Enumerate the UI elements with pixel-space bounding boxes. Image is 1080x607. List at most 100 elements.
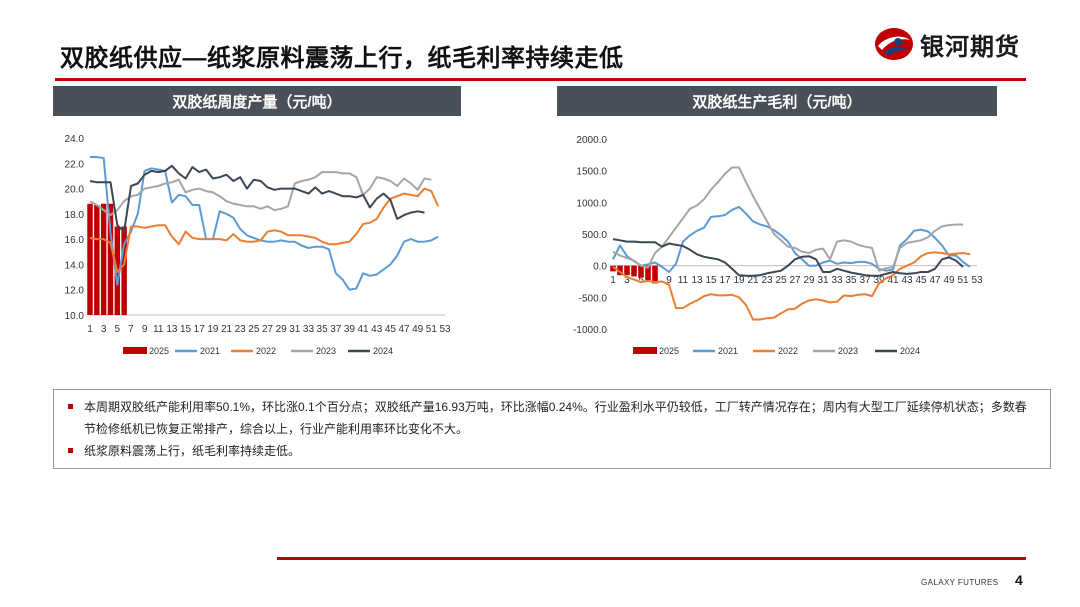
- x-tick-label: 53: [971, 275, 983, 286]
- bar-2025: [645, 265, 651, 281]
- x-tick-label: 15: [705, 275, 717, 286]
- series-line-2022: [89, 187, 440, 273]
- legend-label-2023: 2023: [838, 346, 858, 356]
- x-tick-label: 21: [221, 324, 233, 335]
- y-tick-label: 1500.0: [576, 167, 607, 178]
- series-line-2022: [612, 251, 971, 321]
- x-tick-label: 49: [412, 324, 424, 335]
- x-tick-label: 17: [719, 275, 731, 286]
- y-tick-label: 1000.0: [576, 198, 607, 209]
- bar-2025: [638, 265, 644, 278]
- x-tick-label: 43: [371, 324, 383, 335]
- x-tick-label: 51: [957, 275, 969, 286]
- x-tick-label: 3: [101, 324, 107, 335]
- x-tick-label: 27: [789, 275, 801, 286]
- bar-2025: [107, 203, 114, 315]
- x-tick-label: 37: [330, 324, 342, 335]
- legend-label-2023: 2023: [316, 346, 336, 356]
- x-tick-label: 41: [358, 324, 370, 335]
- x-tick-label: 23: [761, 275, 773, 286]
- y-tick-label: 18.0: [65, 210, 85, 221]
- x-tick-label: 9: [142, 324, 148, 335]
- x-tick-label: 51: [426, 324, 438, 335]
- x-tick-label: 33: [831, 275, 843, 286]
- y-tick-label: 10.0: [65, 311, 85, 322]
- x-tick-label: 7: [128, 324, 134, 335]
- logo-text: 银河期货: [920, 33, 1020, 61]
- x-tick-label: 37: [859, 275, 871, 286]
- x-tick-label: 27: [262, 324, 274, 335]
- y-tick-label: 500.0: [582, 230, 607, 241]
- x-tick-label: 29: [276, 324, 288, 335]
- x-tick-label: 3: [624, 275, 630, 286]
- legend-swatch-2025: [123, 347, 147, 354]
- chart-weekly-output-svg: 24.022.020.018.016.014.012.010.01 3 5 7 9 11 1…: [65, 134, 451, 356]
- galaxy-logo-icon: [875, 28, 913, 60]
- x-tick-label: 49: [943, 275, 955, 286]
- x-tick-label: 11: [153, 324, 164, 335]
- x-tick-label: 19: [207, 324, 219, 335]
- y-tick-label: 16.0: [65, 235, 85, 246]
- x-tick-label: 19: [733, 275, 745, 286]
- y-tick-label: 22.0: [65, 159, 85, 170]
- x-tick-label: 31: [289, 324, 301, 335]
- x-tick-label: 35: [317, 324, 329, 335]
- x-tick-label: 23: [235, 324, 247, 335]
- legend-label-2022: 2022: [778, 346, 798, 356]
- legend-label-2025: 2025: [659, 346, 679, 356]
- x-tick-label: 43: [901, 275, 913, 286]
- series-line-2024: [612, 238, 964, 277]
- y-tick-label: -500.0: [579, 293, 608, 304]
- chart-weekly-output: 24.0 22.0 20.0 18.0 16.0 14.0 12.0 10.0 1 3 5 7 9 11 1…: [53, 124, 463, 369]
- bar-2025: [610, 265, 616, 272]
- series-line-2023: [89, 171, 432, 217]
- x-tick-label: 41: [887, 275, 899, 286]
- x-tick-label: 13: [166, 324, 178, 335]
- bar-2025: [94, 205, 100, 315]
- x-tick-label: 17: [194, 324, 206, 335]
- x-tick-label: 13: [691, 275, 703, 286]
- commentary-box: 本周期双胶纸产能利用率50.1%，环比涨0.1个百分点；双胶纸产量16.93万吨…: [53, 389, 1051, 469]
- bar-2025: [87, 203, 93, 315]
- x-tick-label: 9: [666, 275, 672, 286]
- y-tick-label: 20.0: [65, 185, 85, 196]
- y-tick-label: 2000.0: [576, 135, 607, 146]
- y-tick-label: 12.0: [65, 286, 85, 297]
- x-tick-label: 1: [87, 324, 93, 335]
- x-tick-label: 5: [115, 324, 121, 335]
- x-tick-label: 11: [678, 275, 689, 286]
- series-line-2024: [89, 164, 425, 233]
- y-tick-label: -1000.0: [573, 325, 607, 336]
- legend-label-2021: 2021: [718, 346, 738, 356]
- company-logo: 银河期货: [874, 26, 1020, 62]
- y-tick-label: 0.0: [593, 262, 607, 273]
- x-tick-label: 47: [929, 275, 941, 286]
- chart-gross-profit: 2000.0 1500.0 1000.0 500.0 0.0 -500.0 -1000.0 1…: [557, 124, 997, 369]
- x-tick-label: 35: [845, 275, 857, 286]
- bar-2025: [121, 226, 127, 315]
- header-rule: [55, 78, 1026, 81]
- note-item: 本周期双胶纸产能利用率50.1%，环比涨0.1个百分点；双胶纸产量16.93万吨…: [68, 396, 1036, 440]
- bar-2025: [624, 265, 630, 276]
- x-tick-label: 39: [344, 324, 356, 335]
- x-tick-label: 47: [398, 324, 410, 335]
- x-tick-label: 25: [248, 324, 260, 335]
- chart-gross-profit-svg: 2000.0 1500.0 1000.0 500.0 0.0 -500.0 -1000.0 1…: [573, 135, 983, 356]
- x-tick-label: 33: [303, 324, 315, 335]
- legend-label-2024: 2024: [900, 346, 920, 356]
- chart-right-title: 双胶纸生产毛利（元/吨）: [557, 86, 997, 116]
- bar-2025: [631, 265, 637, 277]
- x-tick-label: 15: [180, 324, 192, 335]
- bar-2025: [617, 265, 623, 276]
- x-tick-label: 25: [775, 275, 787, 286]
- x-tick-label: 53: [439, 324, 451, 335]
- x-tick-label: 5: [638, 275, 644, 286]
- series-line-2021: [90, 156, 439, 291]
- legend-label-2021: 2021: [200, 346, 220, 356]
- bar-2025: [100, 203, 107, 315]
- legend-label-2024: 2024: [373, 346, 393, 356]
- page-number: 4: [1015, 572, 1023, 588]
- y-tick-label: 14.0: [65, 260, 85, 271]
- x-tick-label: 45: [915, 275, 927, 286]
